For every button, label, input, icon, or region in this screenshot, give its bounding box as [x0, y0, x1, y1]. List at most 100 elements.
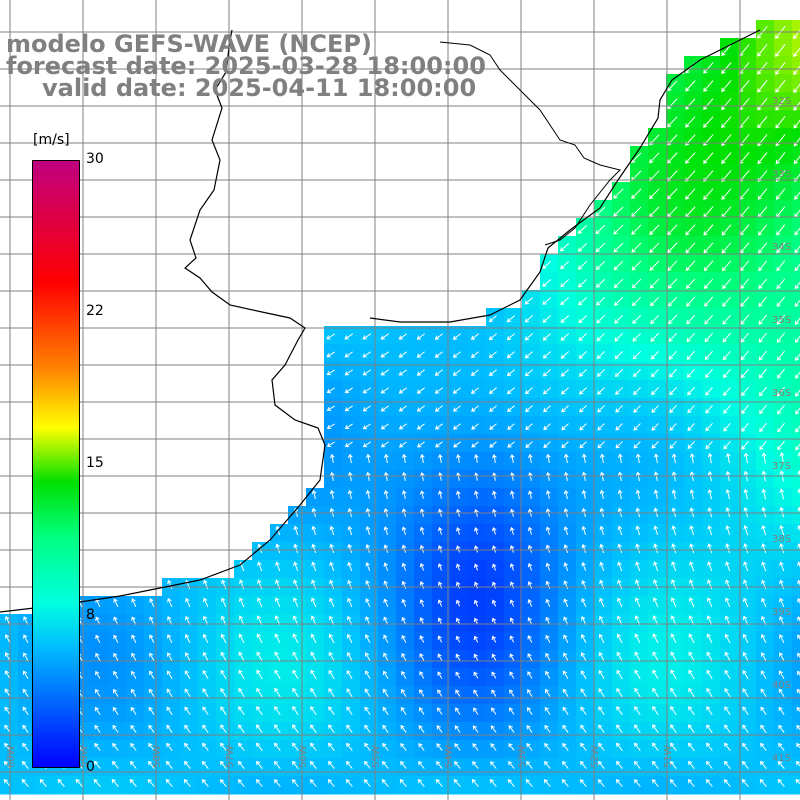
wind-arrow	[491, 707, 497, 715]
wind-arrow	[419, 562, 425, 571]
wind-arrow	[543, 405, 551, 413]
wind-arrow	[667, 224, 678, 236]
wind-arrow	[758, 332, 768, 343]
wind-arrow	[329, 561, 335, 572]
wind-arrow	[508, 761, 515, 769]
wind-arrow	[344, 333, 354, 340]
wind-arrow	[563, 562, 569, 571]
wind-arrow	[383, 598, 389, 607]
wind-arrow	[775, 79, 786, 93]
wind-arrow	[760, 670, 767, 680]
wind-arrow	[598, 706, 605, 716]
wind-arrow	[220, 706, 227, 716]
wind-arrow	[760, 633, 767, 644]
wind-arrow	[742, 706, 749, 716]
wind-arrow	[562, 706, 569, 715]
wind-arrow	[667, 188, 678, 200]
wind-arrow	[651, 423, 659, 431]
wind-arrow	[759, 440, 767, 450]
wind-arrow	[455, 563, 461, 571]
wind-arrow	[417, 779, 425, 787]
wind-cell	[792, 74, 800, 93]
wind-arrow	[184, 633, 191, 644]
wind-arrow	[797, 561, 800, 568]
wind-arrow	[471, 441, 479, 448]
wind-arrow	[775, 116, 786, 129]
wind-arrow	[129, 778, 137, 787]
wind-arrow	[452, 369, 461, 376]
wind-arrow	[167, 597, 173, 608]
wind-arrow	[545, 526, 551, 535]
wind-arrow	[400, 706, 407, 715]
wind-arrow	[184, 724, 191, 733]
wind-arrow	[634, 706, 641, 716]
wind-arrow	[671, 489, 677, 500]
wind-arrow	[398, 387, 407, 394]
wind-arrow	[380, 387, 389, 394]
wind-arrow	[326, 387, 335, 394]
wind-arrow	[328, 633, 335, 644]
wind-arrow	[166, 760, 173, 769]
wind-arrow	[455, 689, 461, 697]
wind-arrow	[365, 543, 371, 554]
wind-arrow	[743, 506, 749, 518]
wind-arrow	[488, 351, 497, 359]
wind-arrow	[39, 778, 47, 787]
wind-arrow	[257, 579, 263, 590]
wind-arrow	[509, 599, 515, 607]
wind-arrow	[562, 724, 569, 733]
wind-arrow	[670, 669, 677, 680]
colorbar	[32, 160, 80, 768]
wind-arrow	[418, 761, 425, 769]
wind-arrow	[761, 579, 767, 590]
wind-arrow	[652, 579, 659, 590]
wind-arrow	[652, 742, 659, 752]
wind-arrow	[760, 742, 767, 751]
wind-arrow	[220, 724, 227, 734]
wind-arrow	[651, 441, 659, 449]
wind-arrow	[542, 387, 551, 395]
wind-arrow	[419, 635, 425, 643]
wind-arrow	[400, 724, 407, 733]
wind-arrow	[667, 242, 678, 254]
colorbar-tick-22: 22	[86, 303, 104, 319]
wind-arrow	[725, 525, 731, 536]
valid-date: valid date: 2025-04-11 18:00:00	[42, 74, 477, 102]
wind-arrow	[721, 242, 732, 254]
wind-arrow	[527, 472, 533, 481]
wind-arrow	[346, 651, 353, 662]
lon-label: 59W	[79, 745, 90, 768]
wind-arrow	[292, 706, 299, 716]
wind-arrow	[202, 706, 209, 716]
wind-arrow	[311, 489, 317, 500]
wind-arrow	[400, 760, 407, 769]
wind-arrow	[418, 743, 425, 751]
wind-arrow	[793, 47, 800, 58]
wind-arrow	[580, 706, 587, 716]
wind-arrow	[347, 597, 353, 608]
wind-arrow	[650, 314, 660, 325]
wind-arrow	[578, 333, 588, 342]
wind-arrow	[653, 489, 659, 500]
wind-arrow	[310, 669, 317, 680]
wind-arrow	[779, 597, 785, 608]
wind-arrow	[595, 260, 606, 270]
wind-arrow	[22, 760, 29, 769]
wind-arrow	[346, 670, 353, 680]
wind-arrow	[670, 579, 677, 590]
wind-arrow	[472, 743, 479, 751]
wind-arrow	[22, 724, 29, 733]
wind-arrow	[346, 688, 353, 698]
wind-arrow	[633, 387, 641, 395]
wind-arrow	[22, 706, 29, 715]
wind-arrow	[685, 152, 696, 164]
wind-arrow	[453, 423, 461, 430]
wind-arrow	[688, 669, 695, 680]
wind-arrow	[563, 616, 569, 625]
wind-arrow	[489, 779, 497, 787]
wind-arrow	[795, 389, 800, 397]
wind-arrow	[364, 688, 371, 698]
wind-arrow	[688, 742, 695, 752]
longitude-labels: 60W 59W 58W 57W 56W 55W 54W 53W 52W 51W	[6, 745, 674, 768]
wind-arrow	[419, 671, 425, 679]
